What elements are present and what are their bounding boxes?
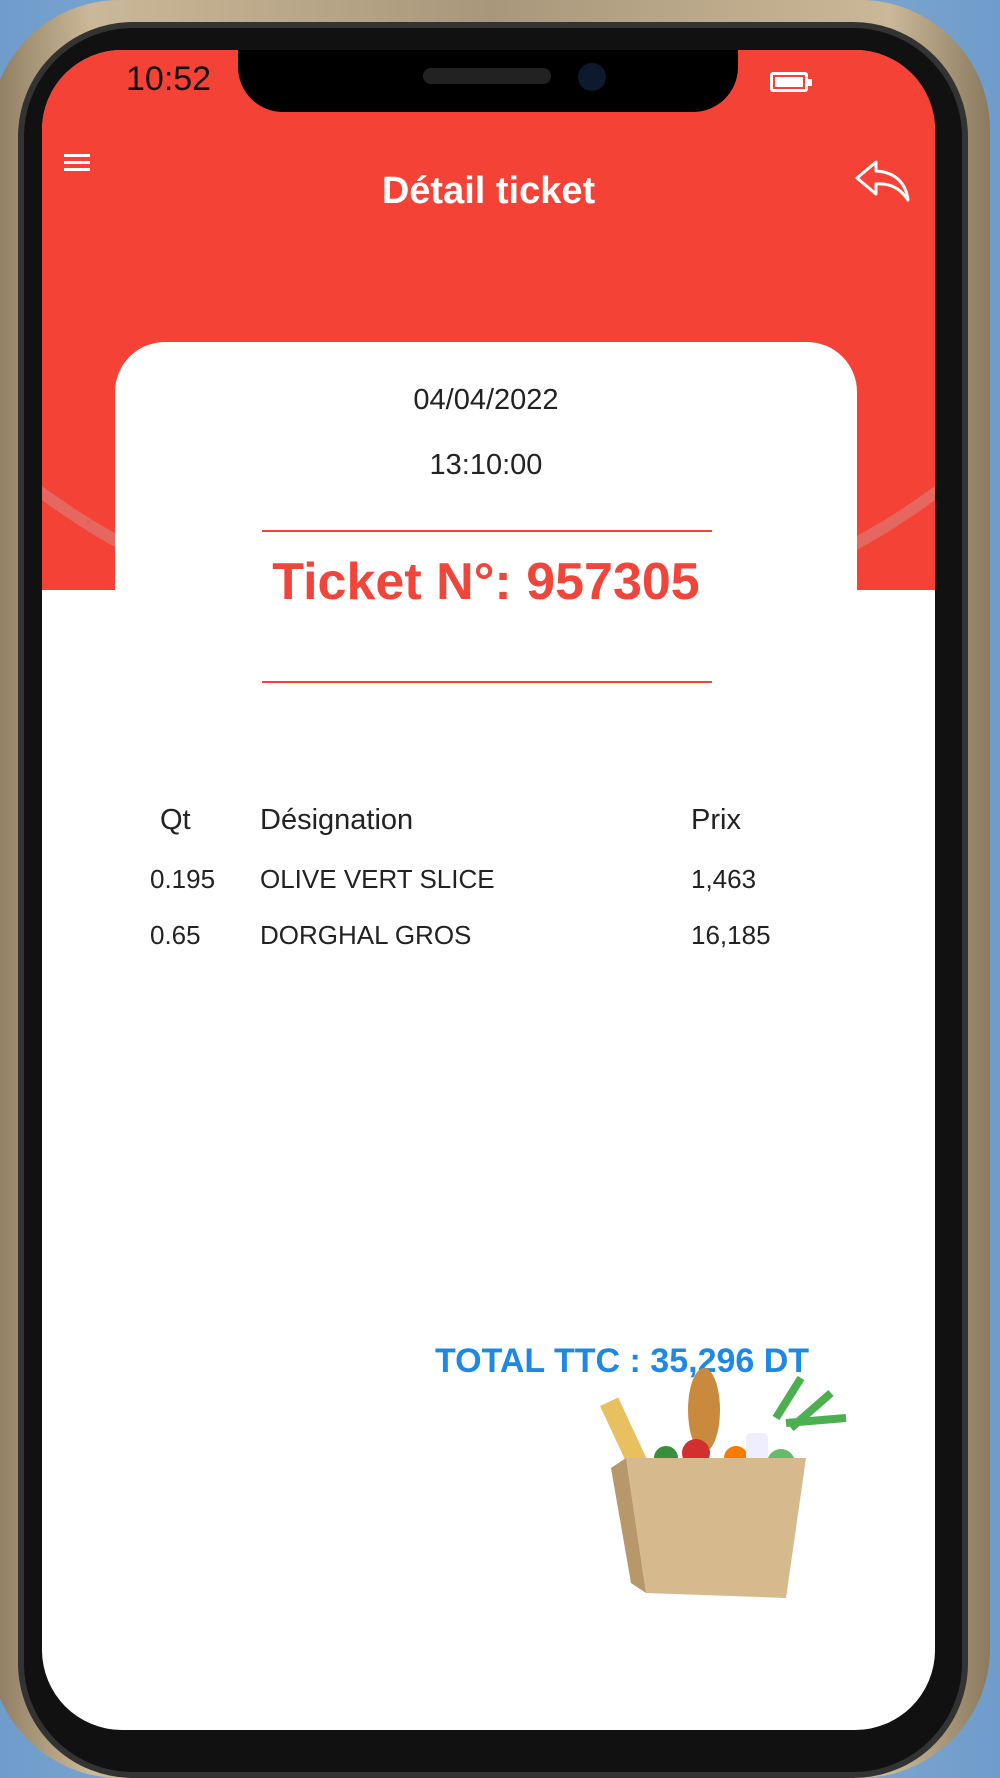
header-price: Prix <box>691 804 741 836</box>
battery-full-icon <box>770 72 812 92</box>
ticket-time: 13:10:00 <box>429 449 543 481</box>
row-qty: 0.65 <box>150 920 201 950</box>
notch <box>238 50 738 112</box>
row-qty: 0.195 <box>150 864 216 894</box>
ticket-date: 04/04/2022 <box>413 384 559 416</box>
ticket-number: Ticket N°: 957305 <box>272 553 700 611</box>
row-price: 1,463 <box>691 864 757 894</box>
hamburger-menu-icon[interactable] <box>64 150 90 175</box>
page-title: Détail ticket <box>381 170 596 212</box>
grocery-bag-image <box>600 1368 847 1598</box>
camera <box>578 63 606 91</box>
total-ttc: TOTAL TTC : 35,296 DT <box>435 1342 810 1380</box>
reply-arrow-icon[interactable] <box>854 158 912 202</box>
status-time: 10:52 <box>126 60 212 98</box>
divider <box>262 530 712 532</box>
divider <box>262 681 712 683</box>
row-price: 16,185 <box>691 920 771 950</box>
speaker <box>423 68 551 84</box>
header-qty: Qt <box>160 804 191 836</box>
phone-screen: 10:52 Détail ticket 04/04/2022 13:10:00 … <box>42 50 935 1730</box>
header-designation: Désignation <box>260 804 414 836</box>
row-designation: OLIVE VERT SLICE <box>260 864 495 894</box>
row-designation: DORGHAL GROS <box>260 920 472 950</box>
ticket-card: 04/04/2022 13:10:00 Ticket N°: 957305 Qt… <box>115 342 857 1642</box>
